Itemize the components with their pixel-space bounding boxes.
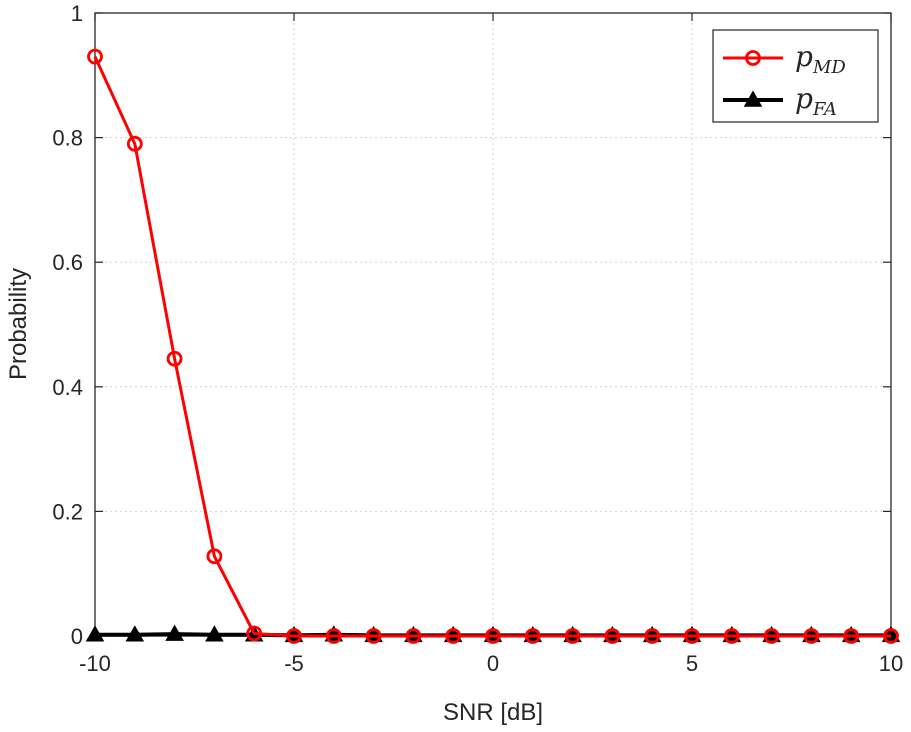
data-point <box>365 628 382 644</box>
y-tick-label: 0.2 <box>52 499 83 524</box>
data-point <box>206 548 223 565</box>
data-point <box>644 628 661 644</box>
data-point <box>445 628 462 644</box>
data-point <box>604 628 621 644</box>
legend-marker <box>745 50 761 66</box>
data-point <box>166 350 183 367</box>
y-tick-label: 0 <box>71 624 83 649</box>
data-point <box>485 628 501 644</box>
x-tick-label: -5 <box>284 651 304 676</box>
legend-marker <box>743 90 763 107</box>
data-point <box>325 628 342 644</box>
data-point <box>843 628 860 644</box>
data-point <box>564 628 581 644</box>
x-tick-label: 0 <box>487 651 499 676</box>
x-tick-label: 5 <box>686 651 698 676</box>
legend-label: pFA <box>795 82 837 120</box>
series-line <box>93 55 891 638</box>
data-point <box>803 628 820 644</box>
y-tick-label: 0.8 <box>52 126 83 151</box>
legend-entry: pMD <box>723 40 846 78</box>
data-point <box>246 625 263 642</box>
data-point <box>684 628 700 644</box>
y-axis-label: Probability <box>5 268 32 380</box>
data-point <box>723 628 740 644</box>
x-tick-label: -10 <box>79 651 111 676</box>
data-point <box>883 628 899 644</box>
data-point <box>405 628 422 644</box>
legend-box <box>712 29 879 123</box>
series <box>85 48 901 644</box>
data-point <box>286 628 302 644</box>
data-point <box>126 135 143 152</box>
y-tick-label: 1 <box>71 1 83 26</box>
legend: pMD pFA <box>712 29 879 123</box>
x-tick-label: 10 <box>879 651 903 676</box>
legend-label: pMD <box>795 40 846 78</box>
y-tick-label: 0.4 <box>52 375 83 400</box>
legend-entry: pFA <box>723 82 837 120</box>
series-md <box>87 48 899 644</box>
y-tick-label: 0.6 <box>52 250 83 275</box>
x-axis-label: SNR [dB] <box>443 699 543 726</box>
data-point <box>205 625 224 642</box>
grid <box>95 13 891 636</box>
data-point <box>763 628 780 644</box>
data-point <box>87 48 103 65</box>
data-point <box>85 625 105 642</box>
data-point <box>165 624 184 641</box>
data-point <box>125 625 145 642</box>
data-point <box>524 628 541 644</box>
